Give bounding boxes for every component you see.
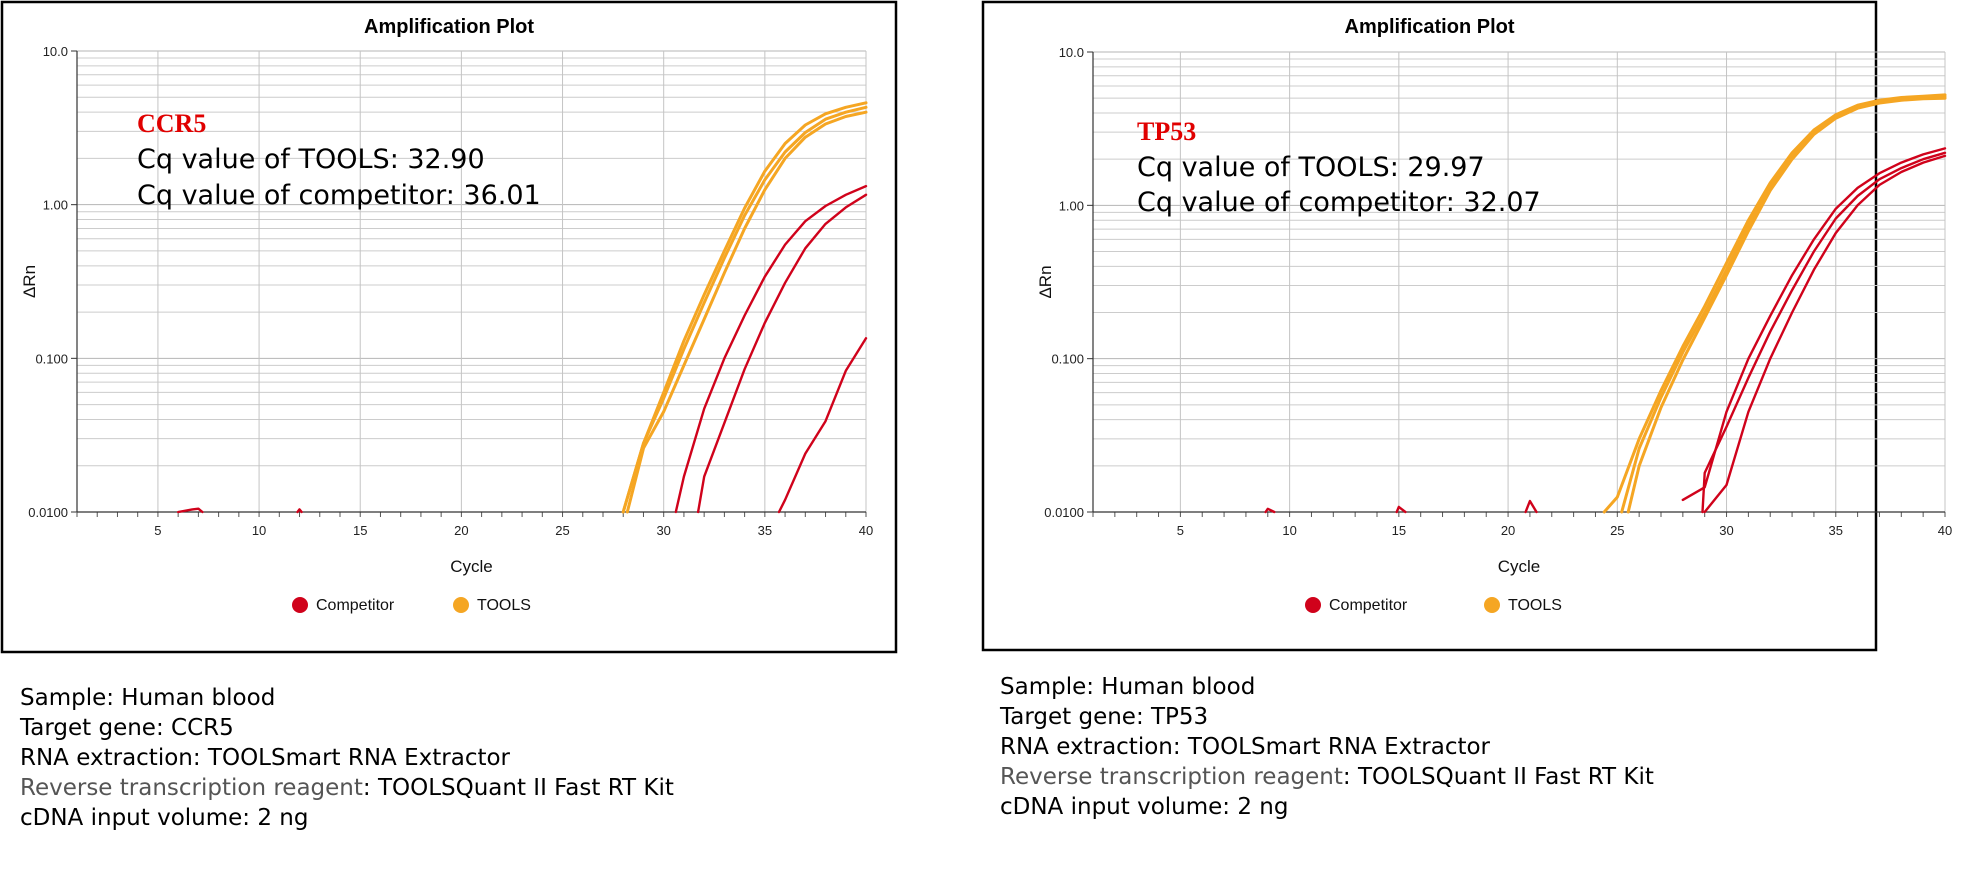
reverse-transcription-value: : TOOLSQuant II Fast RT Kit bbox=[1342, 764, 1654, 790]
grid bbox=[1093, 51, 1946, 513]
y-axis-title: ΔRn bbox=[20, 265, 39, 298]
chart-frame bbox=[0, 0, 898, 654]
x-tick-label: 40 bbox=[1938, 523, 1952, 538]
competitor-series-line bbox=[1681, 147, 1947, 502]
y-tick-label: 1.00 bbox=[1059, 198, 1084, 213]
x-tick-label: 25 bbox=[555, 523, 569, 538]
legend-competitor-label: Competitor bbox=[1329, 597, 1408, 614]
x-tick-label: 15 bbox=[1392, 523, 1406, 538]
chart-title: Amplification Plot bbox=[1345, 16, 1515, 38]
x-axis-title: Cycle bbox=[1498, 557, 1541, 576]
competitor-series-line bbox=[1703, 154, 1947, 514]
tools-series-line bbox=[625, 110, 868, 514]
competitor-series-line bbox=[1264, 507, 1276, 514]
cdna-input-text: cDNA input volume: 2 ng bbox=[20, 805, 309, 831]
grid bbox=[77, 50, 867, 513]
competitor-series-line bbox=[296, 508, 303, 514]
sample-text: Sample: Human blood bbox=[20, 685, 276, 711]
series-group bbox=[1264, 93, 1947, 514]
y-tick-label: 0.100 bbox=[1051, 352, 1084, 367]
y-tick-label: 0.100 bbox=[35, 351, 68, 366]
tools-cq-label: Cq value of TOOLS: 29.97 bbox=[1137, 152, 1485, 183]
x-tick-label: 5 bbox=[154, 523, 161, 538]
legend-competitor-dot bbox=[1305, 597, 1321, 613]
x-tick-label: 30 bbox=[1719, 523, 1733, 538]
legend-tools-label: TOOLS bbox=[477, 597, 531, 614]
legend-tools-dot bbox=[453, 597, 469, 613]
competitor-series-line bbox=[1524, 499, 1538, 514]
x-tick-label: 25 bbox=[1610, 523, 1624, 538]
x-tick-label: 15 bbox=[353, 523, 367, 538]
competitor-series-line bbox=[696, 193, 868, 514]
y-tick-label: 1.00 bbox=[43, 198, 68, 213]
left-panel: Amplification Plot 10.0 1.00 0.100 0.0100 5 10… bbox=[0, 0, 900, 872]
target-gene-text: Target gene: TP53 bbox=[1000, 704, 1209, 730]
competitor-series-line bbox=[777, 337, 868, 514]
series-group bbox=[176, 101, 868, 514]
y-tick-label: 0.0100 bbox=[1044, 505, 1084, 520]
competitor-series-line bbox=[176, 507, 204, 514]
legend: Competitor TOOLS bbox=[292, 597, 531, 614]
x-tick-label: 20 bbox=[454, 523, 468, 538]
competitor-series-line bbox=[1395, 505, 1407, 514]
competitor-series-line bbox=[674, 184, 868, 514]
cdna-input-text: cDNA input volume: 2 ng bbox=[1000, 794, 1289, 820]
tools-series-line bbox=[621, 101, 868, 514]
x-tick-label: 40 bbox=[859, 523, 873, 538]
y-axis-title: ΔRn bbox=[1036, 265, 1055, 298]
legend-tools-dot bbox=[1484, 597, 1500, 613]
legend-competitor-label: Competitor bbox=[316, 597, 395, 614]
y-tick-label: 0.0100 bbox=[28, 505, 68, 520]
competitor-series-line bbox=[1701, 151, 1947, 514]
sample-text: Sample: Human blood bbox=[1000, 674, 1256, 700]
y-tick-label: 10.0 bbox=[43, 44, 68, 59]
reverse-transcription-label: Reverse transcription reagent bbox=[20, 775, 363, 801]
tools-series-line bbox=[621, 105, 868, 514]
legend-competitor-dot bbox=[292, 597, 308, 613]
reverse-transcription-line: Reverse transcription reagent: TOOLSQuan… bbox=[20, 773, 674, 803]
amplification-chart-tp53: Amplification Plot 10.0 1.00 0.100 0.0100 5 10… bbox=[981, 0, 1952, 655]
reverse-transcription-line: Reverse transcription reagent: TOOLSQuan… bbox=[1000, 762, 1654, 792]
gene-label: TP53 bbox=[1137, 117, 1196, 146]
reverse-transcription-label: Reverse transcription reagent bbox=[1000, 764, 1343, 790]
x-tick-label: 30 bbox=[656, 523, 670, 538]
competitor-cq-label: Cq value of competitor: 32.07 bbox=[1137, 187, 1541, 218]
legend: Competitor TOOLS bbox=[1305, 597, 1562, 614]
amplification-plot-svg: Amplification Plot 10.0 1.00 0.100 0.0100 5 10… bbox=[0, 0, 898, 654]
x-tick-label: 10 bbox=[252, 523, 266, 538]
x-axis-title: Cycle bbox=[450, 557, 493, 576]
experiment-info-ccr5: Sample: Human blood Target gene: CCR5 RN… bbox=[20, 683, 674, 833]
amplification-chart-ccr5: Amplification Plot 10.0 1.00 0.100 0.0100 5 10… bbox=[0, 0, 900, 655]
y-tick-label: 10.0 bbox=[1059, 45, 1084, 60]
tools-cq-label: Cq value of TOOLS: 32.90 bbox=[137, 144, 485, 175]
rna-extraction-text: RNA extraction: TOOLSmart RNA Extractor bbox=[20, 745, 511, 771]
right-panel: Amplification Plot 10.0 1.00 0.100 0.0100 5 10… bbox=[981, 0, 1952, 872]
experiment-info-tp53: Sample: Human blood Target gene: TP53 RN… bbox=[1000, 672, 1654, 822]
chart-title: Amplification Plot bbox=[364, 16, 534, 38]
target-gene-text: Target gene: CCR5 bbox=[20, 715, 234, 741]
x-tick-label: 35 bbox=[758, 523, 772, 538]
x-tick-label: 20 bbox=[1501, 523, 1515, 538]
x-tick-label: 35 bbox=[1829, 523, 1843, 538]
reverse-transcription-value: : TOOLSQuant II Fast RT Kit bbox=[362, 775, 674, 801]
x-tick-label: 5 bbox=[1177, 523, 1184, 538]
rna-extraction-text: RNA extraction: TOOLSmart RNA Extractor bbox=[1000, 734, 1491, 760]
competitor-cq-label: Cq value of competitor: 36.01 bbox=[137, 180, 541, 211]
legend-tools-label: TOOLS bbox=[1508, 597, 1562, 614]
tools-series-line bbox=[1626, 96, 1947, 514]
x-tick-label: 10 bbox=[1282, 523, 1296, 538]
chart-frame bbox=[981, 0, 1878, 652]
amplification-plot-svg: Amplification Plot 10.0 1.00 0.100 0.0100 5 10… bbox=[981, 0, 1952, 652]
gene-label: CCR5 bbox=[137, 109, 206, 138]
